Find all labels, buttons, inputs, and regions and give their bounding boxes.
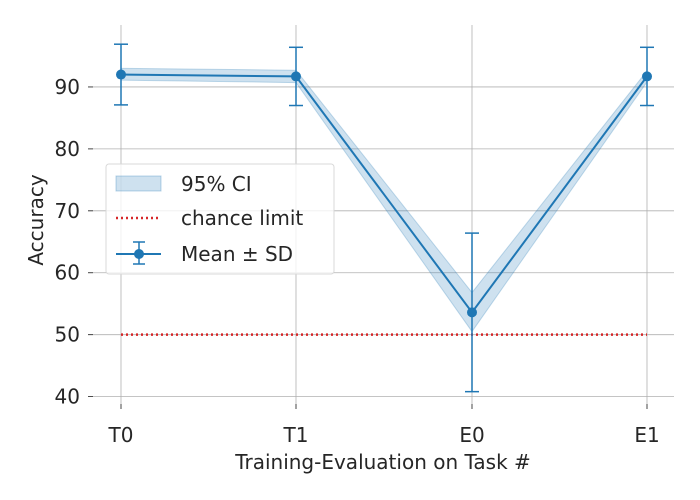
legend-frame — [105, 163, 335, 275]
y-tick-label: 80 — [55, 137, 80, 161]
legend: 95% CI chance limit Mean ± SD — [105, 163, 335, 275]
legend-mean-label: Mean ± SD — [181, 242, 293, 266]
legend-ci-swatch — [115, 175, 162, 192]
x-tick-label: T0 — [108, 423, 134, 447]
x-tick-label: E0 — [459, 423, 484, 447]
legend-chance-label: chance limit — [181, 206, 303, 230]
series-layer — [114, 43, 654, 393]
mean-point — [291, 71, 301, 82]
y-tick-label: 90 — [55, 75, 80, 99]
tick-labels: 40 50 60 70 80 90 T0 T1 E0 E1 — [55, 75, 660, 447]
mean-line — [120, 73, 648, 315]
y-tick-label: 50 — [55, 323, 80, 347]
x-tick-label: T1 — [283, 423, 309, 447]
x-axis-label: Training-Evaluation on Task # — [234, 450, 531, 474]
legend-mean-marker — [134, 249, 144, 259]
y-tick-label: 70 — [55, 199, 80, 223]
y-tick-label: 40 — [55, 385, 80, 409]
x-tick-label: E1 — [634, 423, 659, 447]
legend-ci-label: 95% CI — [181, 172, 252, 196]
mean-point — [642, 71, 652, 82]
y-axis-label: Accuracy — [24, 174, 48, 265]
mean-point — [116, 69, 126, 80]
mean-point — [467, 307, 477, 318]
y-tick-label: 60 — [55, 261, 80, 285]
